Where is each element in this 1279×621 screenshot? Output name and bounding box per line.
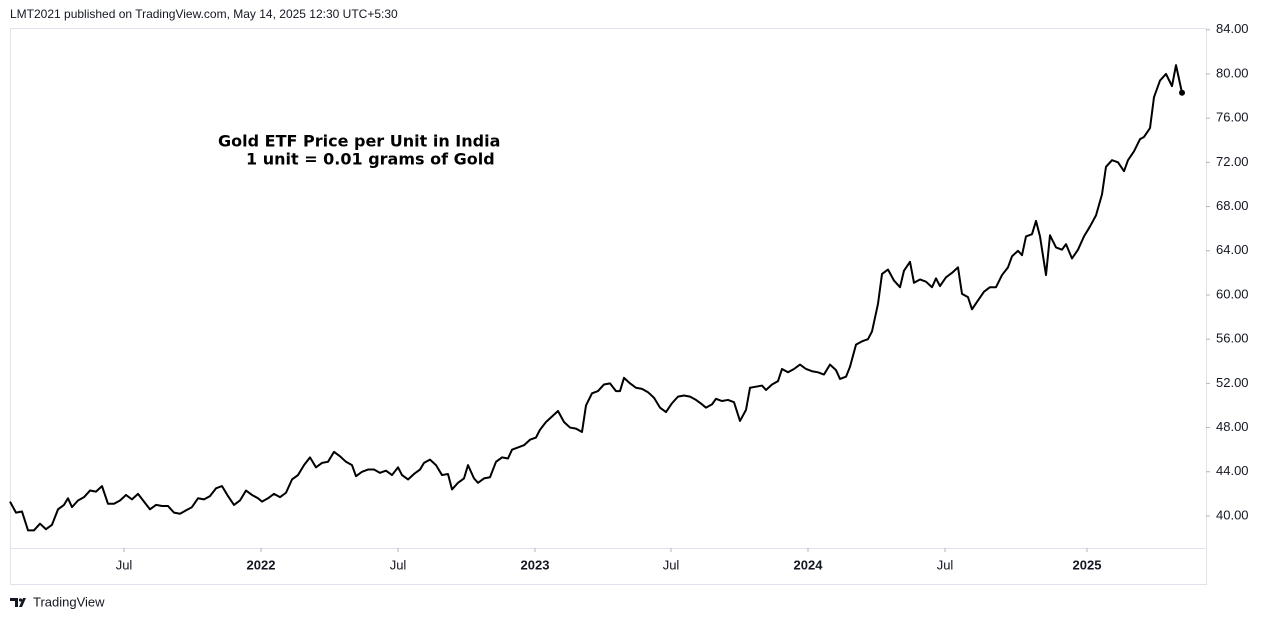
annotation: Gold ETF Price per Unit in India xyxy=(218,132,500,151)
last-point xyxy=(1179,89,1185,96)
y-tick-label: 76.00 xyxy=(1216,110,1249,125)
y-tick-label: 68.00 xyxy=(1216,198,1249,213)
y-tick-label: 56.00 xyxy=(1216,331,1249,346)
y-tick-label: 44.00 xyxy=(1216,463,1249,478)
x-tick-label: Jul xyxy=(390,557,407,572)
x-tick-label: Jul xyxy=(937,557,954,572)
x-tick-label: Jul xyxy=(116,557,133,572)
annotation: 1 unit = 0.01 grams of Gold xyxy=(246,150,495,169)
frame xyxy=(10,28,1207,585)
x-tick-label: 2024 xyxy=(794,557,824,572)
header: LMT2021 published on TradingView.com, Ma… xyxy=(10,7,398,21)
y-tick-label: 52.00 xyxy=(1216,375,1249,390)
y-tick-label: 40.00 xyxy=(1216,507,1249,522)
y-tick-label: 60.00 xyxy=(1216,286,1249,301)
brand: TradingView xyxy=(33,594,105,609)
x-tick-label: 2023 xyxy=(521,557,550,572)
x-tick-label: Jul xyxy=(663,557,680,572)
y-tick-label: 84.00 xyxy=(1216,21,1249,36)
price-line xyxy=(9,64,1183,532)
y-tick-label: 64.00 xyxy=(1216,242,1249,257)
x-tick-label: 2022 xyxy=(247,557,276,572)
y-tick-label: 80.00 xyxy=(1216,65,1249,80)
x-tick-label: 2025 xyxy=(1073,557,1102,572)
y-tick-label: 48.00 xyxy=(1216,419,1249,434)
y-tick-label: 72.00 xyxy=(1216,154,1249,169)
brand-logo xyxy=(10,598,26,607)
